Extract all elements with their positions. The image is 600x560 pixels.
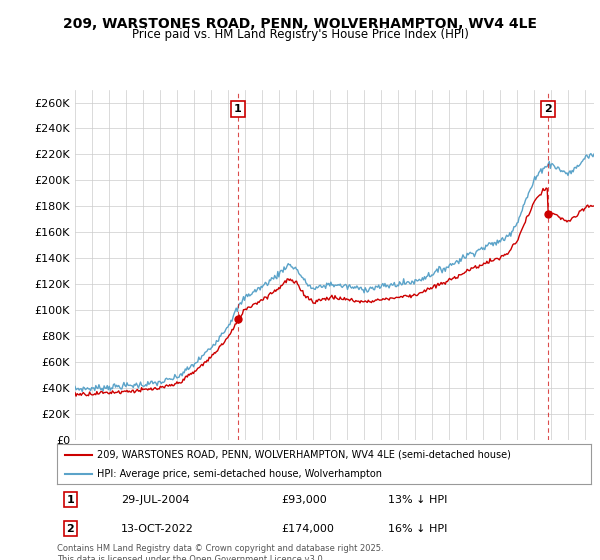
Text: 13% ↓ HPI: 13% ↓ HPI — [388, 494, 448, 505]
Text: 16% ↓ HPI: 16% ↓ HPI — [388, 524, 448, 534]
Text: 209, WARSTONES ROAD, PENN, WOLVERHAMPTON, WV4 4LE (semi-detached house): 209, WARSTONES ROAD, PENN, WOLVERHAMPTON… — [97, 450, 511, 460]
Text: 2: 2 — [67, 524, 74, 534]
Text: 2: 2 — [544, 104, 552, 114]
Text: 209, WARSTONES ROAD, PENN, WOLVERHAMPTON, WV4 4LE: 209, WARSTONES ROAD, PENN, WOLVERHAMPTON… — [63, 17, 537, 31]
Text: Price paid vs. HM Land Registry's House Price Index (HPI): Price paid vs. HM Land Registry's House … — [131, 28, 469, 41]
Text: £93,000: £93,000 — [281, 494, 327, 505]
Text: 1: 1 — [234, 104, 242, 114]
Text: £174,000: £174,000 — [281, 524, 334, 534]
Text: HPI: Average price, semi-detached house, Wolverhampton: HPI: Average price, semi-detached house,… — [97, 469, 382, 479]
Text: Contains HM Land Registry data © Crown copyright and database right 2025.
This d: Contains HM Land Registry data © Crown c… — [57, 544, 383, 560]
Text: 1: 1 — [67, 494, 74, 505]
Text: 29-JUL-2004: 29-JUL-2004 — [121, 494, 190, 505]
Text: 13-OCT-2022: 13-OCT-2022 — [121, 524, 194, 534]
